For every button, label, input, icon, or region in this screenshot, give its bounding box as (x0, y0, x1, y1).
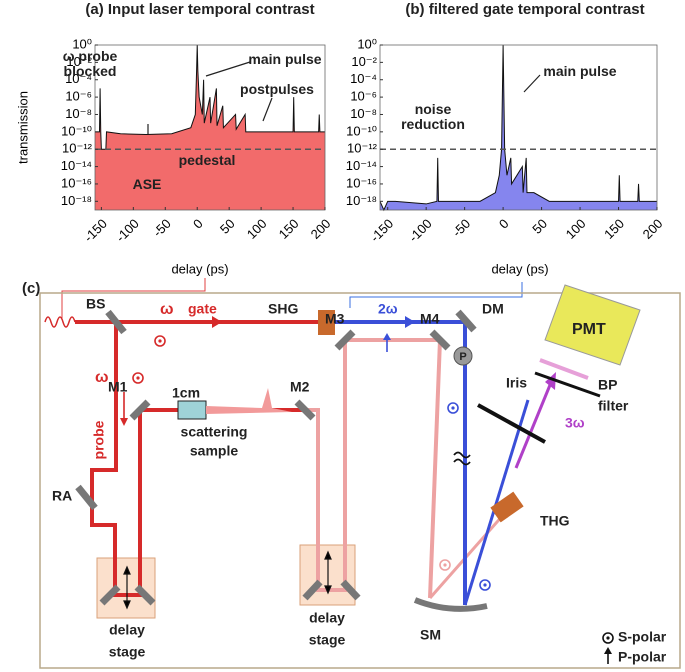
area (380, 45, 657, 210)
label: sample (190, 443, 238, 459)
x-tick-label: 200 (640, 216, 666, 242)
label: PMT (572, 321, 606, 338)
label: M1 (108, 379, 128, 395)
y-tick-label: 10⁻⁴ (350, 71, 377, 86)
y-tick-label: 10⁻⁶ (65, 89, 92, 104)
y-tick-label: 10⁻⁸ (65, 106, 92, 121)
x-tick-label: -50 (449, 216, 473, 240)
annotation: pedestal (178, 152, 236, 168)
label: stage (309, 632, 346, 648)
label: ω (160, 301, 174, 318)
annotation: main pulse (248, 51, 322, 67)
x-axis-label: delay (ps) (491, 261, 548, 276)
x-tick-label: 100 (563, 216, 589, 242)
x-tick-label: 50 (529, 216, 550, 237)
connector (349, 282, 523, 308)
label: P-polar (618, 649, 667, 665)
diagram-labels: (c) BS ω gate SHG 2ω DM P PMT Iris BP fi… (22, 280, 667, 665)
x-tick-label: 200 (308, 216, 334, 242)
label: scattering (181, 424, 248, 440)
y-tick-label: 10⁰ (72, 36, 92, 51)
label: delay (309, 610, 345, 626)
x-tick-label: -150 (367, 216, 396, 245)
label: Iris (506, 375, 527, 391)
plot-frame (94, 44, 326, 211)
label: 3ω (565, 415, 585, 431)
label: SM (420, 627, 441, 643)
annotation: postpulses (240, 81, 314, 97)
x-tick-label: -100 (113, 216, 142, 245)
y-tick-label: 10⁻¹² (62, 141, 93, 156)
y-tick-label: 10⁻¹⁴ (346, 158, 377, 173)
annotation: ω probe blocked (62, 48, 118, 79)
label: BS (86, 296, 105, 312)
y-tick-label: 10⁻² (351, 54, 377, 69)
label: SHG (268, 301, 298, 317)
y-tick-label: 10⁻⁴ (65, 71, 92, 86)
x-tick-label: 100 (244, 216, 270, 242)
plot-frame (379, 44, 658, 211)
y-tick-label: 10⁻¹⁰ (346, 123, 377, 138)
x-tick-label: -150 (81, 216, 110, 245)
y-tick-label: 10⁻¹⁰ (61, 123, 92, 138)
label: S-polar (618, 629, 667, 645)
label: DM (482, 301, 504, 317)
x-axis-label: delay (ps) (171, 261, 228, 276)
annotation: ASE (132, 176, 162, 192)
label: THG (540, 513, 570, 529)
x-tick-label: 50 (217, 216, 238, 237)
label: P (459, 351, 466, 363)
y-tick-label: 10⁻¹⁸ (346, 193, 377, 208)
label: 1cm (172, 385, 200, 401)
line (379, 44, 657, 212)
optical-layout (44, 284, 641, 664)
label: M3 (325, 311, 345, 327)
y-tick-label: 10⁻¹⁶ (346, 175, 377, 190)
x-tick-label: -50 (150, 216, 174, 240)
x-tick-label: 0 (496, 216, 512, 232)
label: 2ω (378, 301, 398, 317)
y-tick-label: 10⁻¹² (347, 141, 378, 156)
x-tick-label: 150 (601, 216, 627, 242)
y-axis-label: transmission (15, 91, 30, 164)
x-tick-label: -100 (406, 216, 435, 245)
line (95, 44, 325, 150)
diagram-frame (39, 292, 681, 669)
chart-title: (a) Input laser temporal contrast (85, 1, 315, 18)
y-tick-label: 10⁻¹⁶ (61, 175, 92, 190)
label: gate (188, 301, 217, 317)
label: BP (598, 377, 617, 393)
annotation: main pulse (543, 63, 617, 79)
label: M4 (420, 311, 440, 327)
y-tick-label: 10⁻¹⁴ (61, 158, 92, 173)
label: M2 (290, 379, 310, 395)
label: delay (109, 622, 145, 638)
y-tick-label: 10⁻¹⁸ (61, 193, 92, 208)
y-tick-label: 10⁻⁶ (350, 89, 377, 104)
y-tick-label: 10⁻⁸ (350, 106, 377, 121)
area (95, 45, 325, 210)
x-tick-label: 0 (190, 216, 206, 232)
y-tick-label: 10⁰ (357, 36, 377, 51)
label: stage (109, 644, 146, 660)
panel-label: (c) (22, 280, 40, 297)
label: RA (52, 488, 72, 504)
label: ω (95, 369, 109, 386)
x-tick-label: 150 (276, 216, 302, 242)
label: probe (91, 420, 107, 459)
annotation: noise reduction (401, 101, 465, 132)
chart-title: (b) filtered gate temporal contrast (405, 1, 645, 18)
connector (61, 278, 206, 320)
label: filter (598, 398, 629, 414)
y-tick-label: 10⁻² (66, 54, 92, 69)
